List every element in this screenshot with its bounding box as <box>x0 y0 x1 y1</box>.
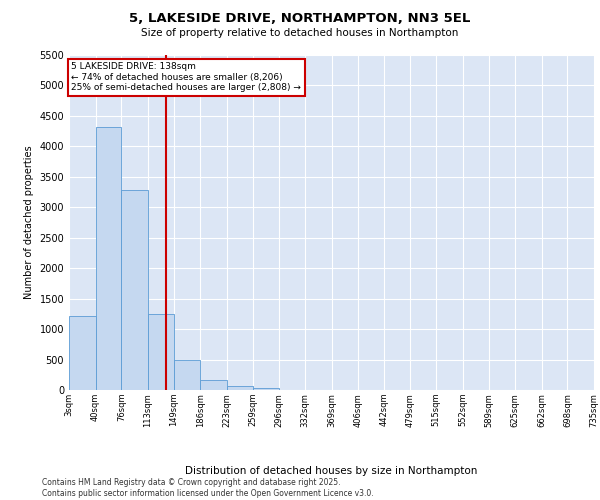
Bar <box>121 190 148 390</box>
Text: Size of property relative to detached houses in Northampton: Size of property relative to detached ho… <box>142 28 458 38</box>
Bar <box>148 314 174 390</box>
Y-axis label: Number of detached properties: Number of detached properties <box>24 146 34 300</box>
Bar <box>174 360 200 390</box>
Bar <box>95 127 121 390</box>
Text: Contains HM Land Registry data © Crown copyright and database right 2025.
Contai: Contains HM Land Registry data © Crown c… <box>42 478 374 498</box>
Bar <box>253 388 279 390</box>
Text: 5 LAKESIDE DRIVE: 138sqm
← 74% of detached houses are smaller (8,206)
25% of sem: 5 LAKESIDE DRIVE: 138sqm ← 74% of detach… <box>71 62 301 92</box>
Bar <box>227 386 253 390</box>
Bar <box>200 380 227 390</box>
X-axis label: Distribution of detached houses by size in Northampton: Distribution of detached houses by size … <box>185 466 478 475</box>
Bar <box>69 316 95 390</box>
Text: 5, LAKESIDE DRIVE, NORTHAMPTON, NN3 5EL: 5, LAKESIDE DRIVE, NORTHAMPTON, NN3 5EL <box>130 12 470 26</box>
